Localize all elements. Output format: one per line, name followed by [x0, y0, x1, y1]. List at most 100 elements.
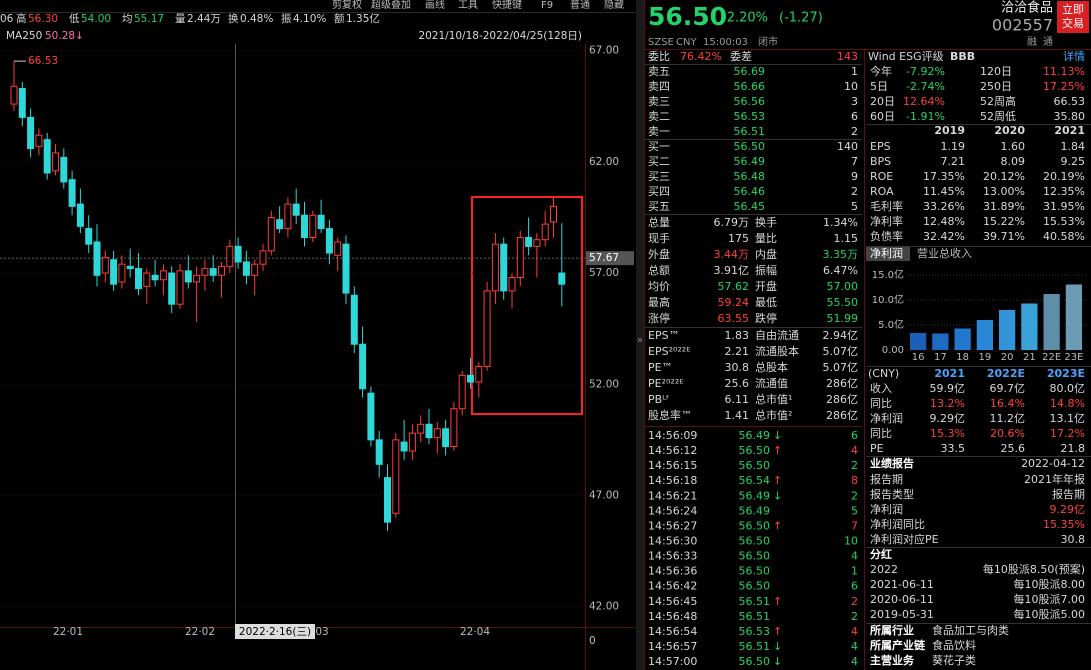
candle-body [550, 205, 557, 223]
forecast-value: 21.8 [1061, 442, 1086, 455]
tick-price: 56.53 [739, 625, 771, 638]
quote-value: 56.30 [28, 13, 58, 25]
tick-arrow: ↓ [773, 429, 782, 442]
book-price: 56.50 [734, 140, 766, 153]
candle-body [342, 243, 350, 294]
valuation-label: 总股本 [755, 360, 788, 374]
profile-value: 食品加工与肉类 [932, 623, 1009, 637]
tick-volume: 4 [851, 625, 858, 638]
candle-body [242, 261, 250, 276]
performance-label: 今年 [870, 64, 892, 78]
forecast-label: 收入 [870, 381, 892, 395]
section-title: 业绩报告 [870, 456, 914, 470]
candle-body [500, 243, 508, 292]
tick-arrow: ↑ [773, 519, 782, 532]
candle-body [475, 365, 483, 383]
fin-label: 负债率 [870, 229, 903, 243]
fin-value: 20.12% [983, 170, 1025, 183]
tick-price: 56.51 [739, 640, 771, 653]
tick-price: 56.50 [739, 444, 771, 457]
toolbar-item: 普通 [570, 0, 590, 11]
tab: 净利润 [870, 246, 903, 260]
valuation-value: 286亿 [826, 409, 858, 422]
stats-value: 59.24 [718, 296, 750, 309]
book-label: 卖二 [648, 110, 670, 123]
tick-volume: 2 [851, 489, 858, 502]
bar [1043, 294, 1060, 350]
fin-value: 1.84 [1061, 140, 1086, 153]
valuation-value: 1.83 [725, 329, 750, 342]
x-tick-label: 18 [956, 352, 969, 363]
forecast-year: 2023E [1047, 367, 1085, 380]
candle-body [508, 277, 516, 292]
dividend-date: 2019-05-31 [870, 608, 934, 621]
valuation-value: 2.21 [725, 345, 750, 358]
book-price: 56.48 [734, 170, 766, 183]
candle-body [400, 441, 408, 452]
candle-body [367, 392, 375, 441]
candle-body [309, 214, 317, 238]
fin-value: 8.09 [1001, 155, 1026, 168]
currency: CNY [676, 37, 697, 48]
report-label: 净利润对应PE [870, 532, 939, 546]
valuation-value: 2.94亿 [823, 329, 859, 342]
performance-value: 35.80 [1054, 110, 1086, 123]
book-label: 买四 [648, 185, 670, 198]
valuation-value: 25.6 [725, 377, 750, 390]
stats-value: 3.44万 [714, 248, 750, 261]
label: 委比 [648, 50, 670, 63]
fin-value: 13.00% [983, 185, 1025, 198]
stats-label: 最高 [648, 295, 670, 309]
toolbar-item: 快捷键 [492, 0, 522, 11]
fin-value: 15.22% [983, 215, 1025, 228]
candle-body [118, 263, 126, 283]
x-tick-label: 19 [979, 352, 992, 363]
bar [1021, 303, 1038, 350]
toolbar-item: 超级叠加 [371, 0, 411, 11]
valuation-label: PBᴸᶠ [648, 393, 669, 406]
x-tick-label: 22·04 [460, 626, 490, 638]
performance-value: 11.13% [1043, 65, 1085, 78]
stats-label: 跌停 [755, 311, 777, 325]
trade-button-label: 立即 [1062, 2, 1084, 16]
fin-year: 2021 [1054, 124, 1085, 137]
performance-label: 120日 [980, 65, 1012, 78]
stats-label: 外盘 [648, 247, 670, 261]
trade-button[interactable] [1057, 1, 1089, 33]
book-price: 56.46 [734, 185, 766, 198]
candle-body [10, 85, 18, 105]
dividend-value: 每10股派8.00 [1014, 577, 1086, 591]
stats-value: 175 [728, 232, 749, 245]
forecast-value: 13.2% [930, 397, 965, 410]
forecast-value: 17.2% [1050, 427, 1085, 440]
tab-active[interactable] [866, 247, 910, 261]
candle-body [43, 139, 51, 174]
book-volume: 2 [851, 185, 858, 198]
stats-value: 3.35万 [823, 248, 859, 261]
splitter[interactable] [636, 0, 644, 670]
candle-body [85, 228, 93, 245]
bar [932, 333, 949, 350]
stats-value: 1.34% [823, 216, 858, 229]
tick-time: 14:56:48 [648, 610, 697, 623]
book-volume: 7 [851, 155, 858, 168]
quote-value: 54.00 [81, 13, 111, 25]
stats-value: 57.62 [718, 280, 750, 293]
tick-price: 56.50 [739, 534, 771, 547]
tick-volume: 6 [851, 580, 858, 593]
forecast-year: 2022E [987, 367, 1025, 380]
candle-body [184, 270, 192, 283]
section-title: 分红 [870, 547, 892, 561]
report-value: 报告期 [1052, 487, 1085, 501]
candle-body [541, 223, 549, 241]
candle-body [516, 236, 524, 279]
book-label: 买三 [648, 170, 670, 183]
fin-value: 12.48% [923, 215, 965, 228]
candle-body [533, 239, 541, 247]
tick-volume: 4 [851, 640, 858, 653]
fin-label: EPS [870, 140, 891, 153]
forecast-value: 20.6% [990, 427, 1025, 440]
x-tick-label: 23E [1064, 352, 1083, 363]
tick-price: 56.50 [739, 565, 771, 578]
y-tick-label: 47.00 [589, 489, 619, 501]
